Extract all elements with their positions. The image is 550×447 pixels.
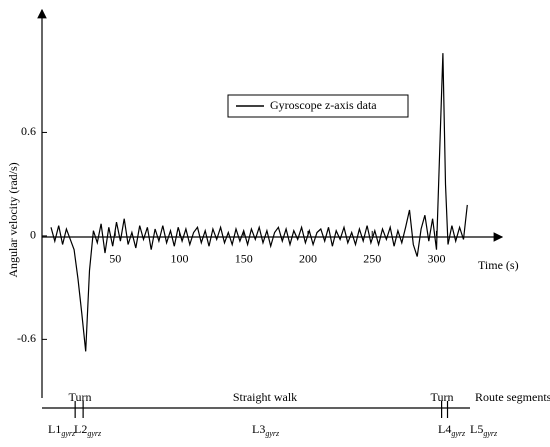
segment-label: L1gyrz: [48, 422, 76, 438]
route-annotation: Turn: [431, 390, 454, 404]
segment-subscript: gyrz: [61, 429, 76, 438]
segment-subscript: gyrz: [483, 429, 498, 438]
x-tick-label: 250: [363, 252, 381, 266]
data-line: [50, 53, 468, 352]
legend: [227, 94, 409, 118]
route-label: Route segments: [475, 390, 550, 404]
x-tick-label: 300: [427, 252, 445, 266]
segment-name: L1: [48, 422, 61, 436]
x-tick-label: 50: [109, 252, 121, 266]
legend-label: Gyroscope z-axis data: [270, 98, 377, 112]
segment-label: L4gyrz: [438, 422, 466, 438]
segment-subscript: gyrz: [451, 429, 466, 438]
x-tick-label: 200: [299, 252, 317, 266]
segment-label: L2gyrz: [74, 422, 102, 438]
x-tick-label: 100: [170, 252, 188, 266]
x-axis-label: Time (s): [478, 258, 519, 272]
route-annotation: Straight walk: [233, 390, 297, 404]
segment-subscript: gyrz: [265, 429, 280, 438]
segment-name: L4: [438, 422, 451, 436]
x-tick-label: 150: [235, 252, 253, 266]
segment-label: L5gyrz: [470, 422, 498, 438]
y-axis-label: Angular velocity (rad/s): [6, 162, 20, 277]
y-tick-label: 0.6: [21, 124, 36, 138]
segment-name: L3: [252, 422, 265, 436]
segment-subscript: gyrz: [87, 429, 102, 438]
route-annotation: Turn: [69, 390, 92, 404]
segment-name: L2: [74, 422, 87, 436]
segment-label: L3gyrz: [252, 422, 280, 438]
y-tick-label: -0.6: [17, 331, 36, 345]
segment-name: L5: [470, 422, 483, 436]
y-tick-label: 0: [30, 228, 36, 242]
